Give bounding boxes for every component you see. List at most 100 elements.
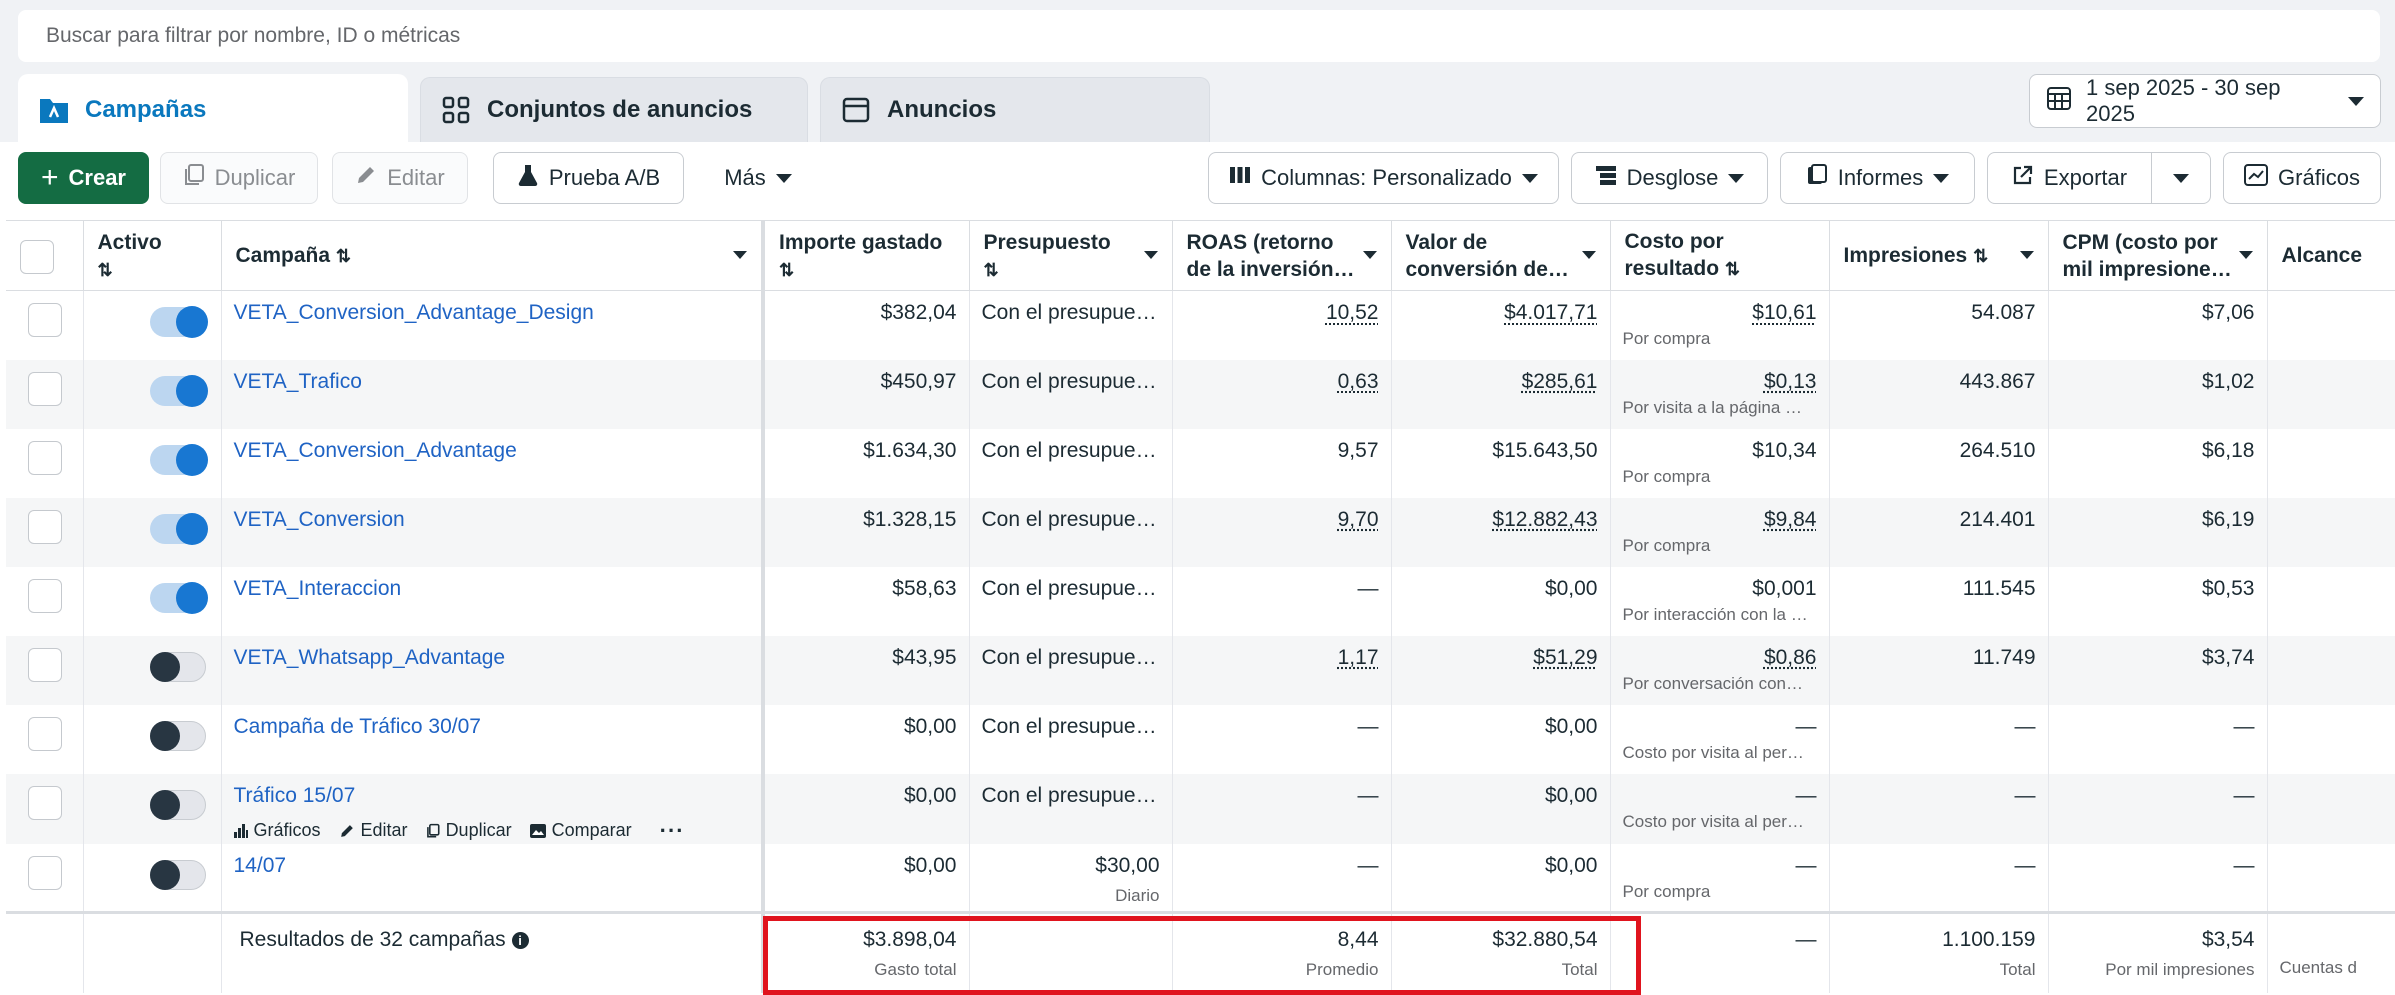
- chevron-down-icon: [1521, 173, 1538, 183]
- campaign-name-link[interactable]: Campaña de Tráfico 30/07: [233, 714, 482, 738]
- search-bar[interactable]: [18, 10, 2380, 62]
- row-budget: Con el presupue…: [969, 497, 1173, 567]
- campaign-name-link[interactable]: VETA_Conversion: [233, 507, 405, 531]
- tab-ads[interactable]: Anuncios: [820, 77, 1210, 142]
- row-checkbox[interactable]: [28, 509, 62, 544]
- chevron-down-icon[interactable]: [2238, 251, 2253, 259]
- table-row[interactable]: VETA_Whatsapp_Advantage $43,95 Con el pr…: [6, 635, 2395, 705]
- sort-icon[interactable]: ⇅: [97, 260, 113, 280]
- chevron-down-icon[interactable]: [1143, 251, 1158, 259]
- chevron-down-icon[interactable]: [1362, 251, 1377, 259]
- reports-button[interactable]: Informes: [1780, 152, 1975, 204]
- header-cpm[interactable]: CPM (costo por mil impresione…: [2048, 220, 2268, 291]
- row-duplicate-action[interactable]: Duplicar: [426, 820, 512, 841]
- row-cost-per-result: $0,13 Por visita a la página …: [1610, 359, 1830, 429]
- campaign-name-link[interactable]: VETA_Conversion_Advantage_Design: [233, 301, 594, 324]
- chevron-down-icon[interactable]: [1581, 251, 1596, 259]
- table-row[interactable]: VETA_Conversion_Advantage $1.634,30 Con …: [6, 428, 2395, 498]
- row-spent: $0,00: [763, 704, 970, 774]
- edit-button[interactable]: Editar: [332, 152, 468, 204]
- chevron-down-icon[interactable]: [2019, 251, 2034, 259]
- ad-window-icon: [839, 93, 873, 127]
- table-row[interactable]: VETA_Conversion_Advantage_Design $382,04…: [6, 290, 2395, 360]
- active-toggle[interactable]: [149, 306, 208, 338]
- row-checkbox[interactable]: [28, 855, 62, 890]
- campaign-name-link[interactable]: VETA_Conversion_Advantage: [233, 438, 517, 462]
- active-toggle[interactable]: [149, 789, 206, 820]
- header-cost-per-result[interactable]: Costo por resultado ⇅: [1610, 220, 1830, 291]
- header-active[interactable]: Activo ⇅: [83, 220, 222, 291]
- search-input[interactable]: [44, 23, 2380, 49]
- columns-button[interactable]: Columnas: Personalizado: [1208, 152, 1559, 204]
- row-cost-per-result: $0,86 Por conversación con…: [1610, 635, 1830, 705]
- row-conversion-value: $0,00: [1391, 843, 1611, 913]
- header-campaign[interactable]: Campaña ⇅: [221, 220, 765, 291]
- breakdown-button[interactable]: Desglose: [1571, 152, 1768, 204]
- sort-icon[interactable]: ⇅: [779, 260, 795, 280]
- header-conversion-value[interactable]: Valor de conversión de…: [1391, 220, 1611, 291]
- campaign-name-link[interactable]: VETA_Trafico: [233, 369, 362, 393]
- row-cpm: —: [2048, 773, 2268, 844]
- row-compare-action[interactable]: Comparar: [529, 820, 632, 841]
- header-select-all[interactable]: [6, 220, 84, 291]
- active-toggle[interactable]: [149, 443, 208, 476]
- sort-icon[interactable]: ⇅: [1973, 245, 1989, 266]
- row-checkbox[interactable]: [28, 647, 62, 682]
- header-impressions[interactable]: Impresiones ⇅: [1829, 220, 2049, 291]
- row-checkbox[interactable]: [28, 440, 62, 475]
- active-toggle[interactable]: [149, 581, 208, 614]
- row-edit-action[interactable]: Editar: [339, 820, 408, 841]
- create-button[interactable]: + Crear: [18, 152, 149, 204]
- info-icon[interactable]: i: [511, 931, 529, 949]
- table-row[interactable]: VETA_Conversion $1.328,15 Con el presupu…: [6, 497, 2395, 567]
- row-checkbox[interactable]: [28, 785, 62, 820]
- table-row[interactable]: 14/07 $0,00 $30,00 Diario — $0,00 — Por co…: [6, 843, 2395, 913]
- table-row[interactable]: Campaña de Tráfico 30/07 $0,00 Con el pr…: [6, 704, 2395, 774]
- row-checkbox[interactable]: [28, 578, 62, 613]
- table-row[interactable]: Tráfico 15/07 Gráficos Editar Duplicar C…: [6, 773, 2395, 844]
- charts-button[interactable]: Gráficos: [2223, 152, 2381, 204]
- row-impressions: —: [1829, 704, 2049, 774]
- header-roas[interactable]: ROAS (retorno de la inversión…: [1172, 220, 1392, 291]
- total-reach: Cuentas d: [2267, 911, 2395, 993]
- row-roas: —: [1172, 566, 1392, 636]
- more-options-icon[interactable]: ···: [659, 817, 685, 843]
- tab-campaigns[interactable]: Campañas: [18, 74, 408, 144]
- row-checkbox[interactable]: [28, 716, 62, 751]
- export-options-button[interactable]: [2151, 152, 2211, 204]
- header-budget[interactable]: Presupuesto ⇅: [969, 220, 1173, 291]
- row-charts-action[interactable]: Gráficos: [233, 820, 321, 841]
- active-toggle[interactable]: [149, 651, 206, 682]
- row-checkbox[interactable]: [28, 371, 62, 406]
- row-spent: $1.328,15: [763, 497, 970, 567]
- tab-adsets[interactable]: Conjuntos de anuncios: [420, 77, 808, 142]
- header-spent[interactable]: Importe gastado ⇅: [763, 220, 970, 291]
- calendar-icon: [2046, 85, 2072, 117]
- row-roas: 0,63: [1172, 359, 1392, 429]
- campaign-name-link[interactable]: VETA_Whatsapp_Advantage: [233, 645, 506, 669]
- select-all-checkbox[interactable]: [20, 239, 54, 274]
- export-button[interactable]: Exportar: [1987, 152, 2152, 204]
- sort-icon[interactable]: ⇅: [1724, 259, 1740, 279]
- active-toggle[interactable]: [149, 512, 208, 545]
- sort-icon[interactable]: ⇅: [335, 245, 351, 266]
- duplicate-button[interactable]: Duplicar: [160, 152, 318, 204]
- row-campaign-cell: VETA_Conversion_Advantage: [221, 428, 765, 498]
- date-range-picker[interactable]: 1 sep 2025 - 30 sep 2025: [2029, 74, 2381, 128]
- row-checkbox[interactable]: [28, 303, 62, 337]
- sort-icon[interactable]: ⇅: [983, 260, 999, 280]
- more-button[interactable]: Más: [706, 152, 810, 204]
- campaign-name-link[interactable]: Tráfico 15/07: [233, 783, 356, 807]
- table-row[interactable]: VETA_Trafico $450,97 Con el presupue… 0,…: [6, 359, 2395, 429]
- tab-label: Campañas: [85, 95, 207, 123]
- active-toggle[interactable]: [149, 374, 208, 407]
- header-reach[interactable]: Alcance: [2267, 220, 2395, 291]
- chevron-down-icon[interactable]: [733, 251, 747, 259]
- active-toggle[interactable]: [149, 720, 206, 751]
- active-toggle[interactable]: [149, 859, 206, 890]
- table-row[interactable]: VETA_Interaccion $58,63 Con el presupue……: [6, 566, 2395, 636]
- campaign-name-link[interactable]: VETA_Interaccion: [233, 576, 402, 600]
- campaign-name-link[interactable]: 14/07: [233, 853, 287, 877]
- ab-test-button[interactable]: Prueba A/B: [493, 152, 684, 204]
- row-budget: $30,00 Diario: [969, 843, 1173, 913]
